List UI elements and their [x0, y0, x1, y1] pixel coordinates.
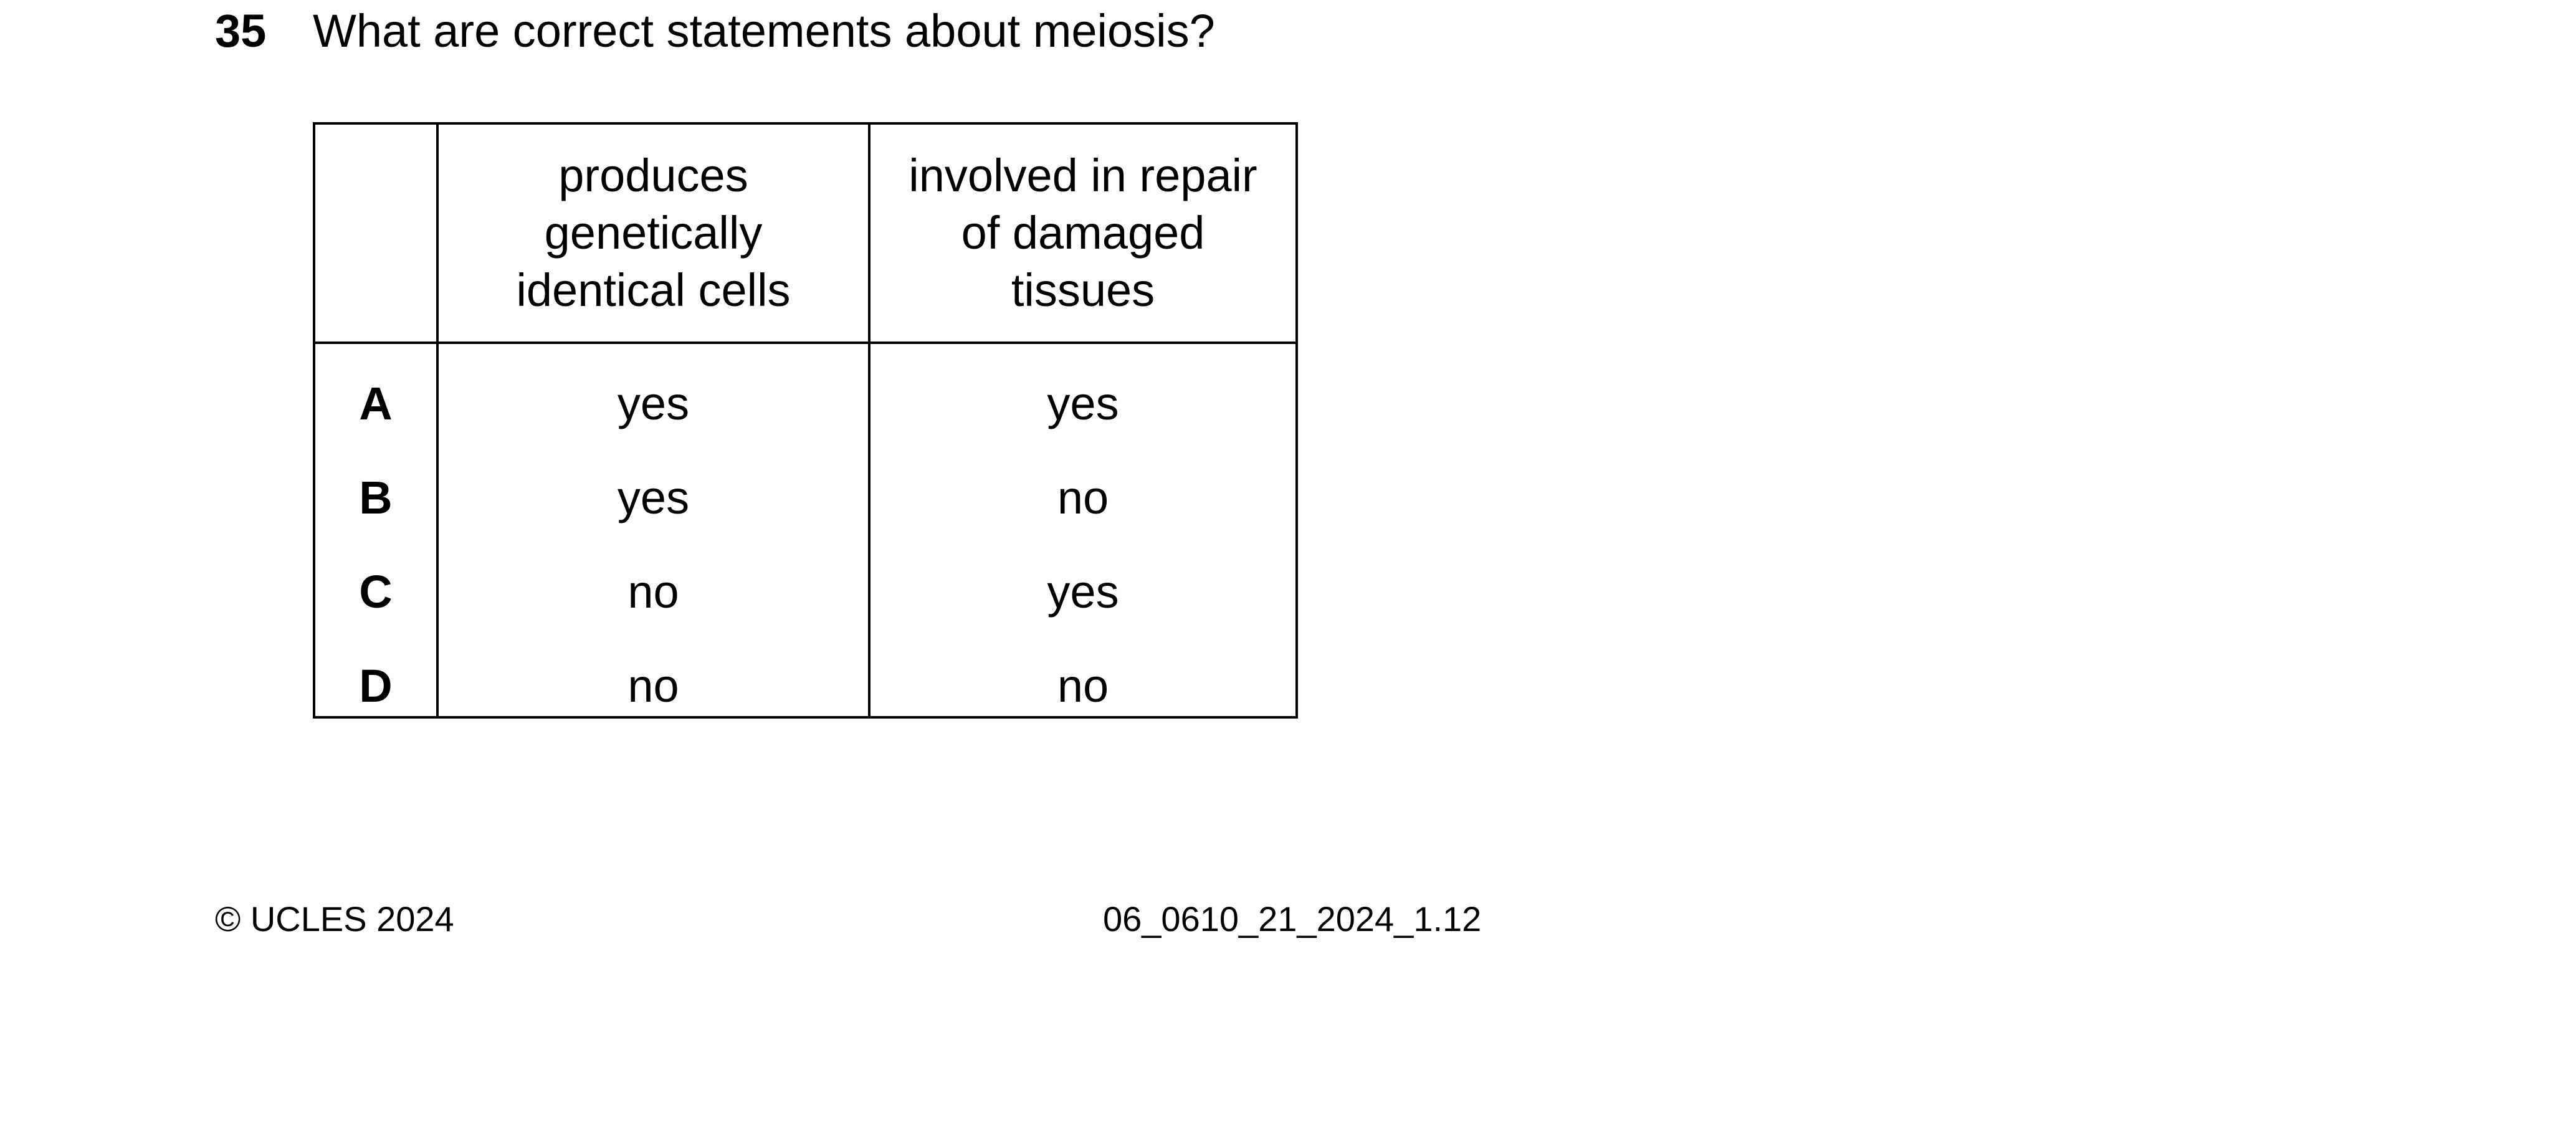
paper-code: 06_0610_21_2024_1.12	[1103, 899, 1482, 939]
answer-table: produces genetically identical cells inv…	[313, 122, 1298, 719]
option-value: yes	[617, 471, 690, 523]
header-line: tissues	[1011, 264, 1155, 316]
option-value: yes	[1047, 565, 1119, 618]
option-letter: D	[359, 659, 393, 712]
column-header-repair-damaged-tissues: involved in repair of damaged tissues	[871, 125, 1295, 342]
copyright-notice: © UCLES 2024	[215, 899, 454, 939]
header-divider	[315, 342, 1295, 344]
header-line: of damaged	[961, 207, 1205, 259]
option-row-b: B yes no	[315, 454, 1295, 541]
header-line: involved in repair	[909, 150, 1257, 201]
question-number: 35	[215, 5, 267, 57]
option-value: yes	[617, 377, 690, 429]
option-value: no	[1057, 471, 1109, 523]
option-value: yes	[1047, 377, 1119, 429]
option-letter: B	[359, 471, 393, 523]
column-header-produces-identical-cells: produces genetically identical cells	[439, 125, 868, 342]
option-value: no	[627, 565, 679, 618]
option-row-c: C no yes	[315, 548, 1295, 635]
column-divider	[868, 125, 871, 716]
header-line: identical cells	[516, 264, 791, 316]
column-divider	[436, 125, 439, 716]
header-line: produces	[558, 150, 748, 201]
question-text: What are correct statements about meiosi…	[313, 5, 1215, 57]
header-line: genetically	[544, 207, 763, 259]
option-letter: A	[359, 377, 393, 429]
option-letter: C	[359, 565, 393, 618]
option-value: no	[627, 659, 679, 712]
option-row-a: A yes yes	[315, 360, 1295, 447]
option-row-d: D no no	[315, 642, 1295, 729]
option-value: no	[1057, 659, 1109, 712]
